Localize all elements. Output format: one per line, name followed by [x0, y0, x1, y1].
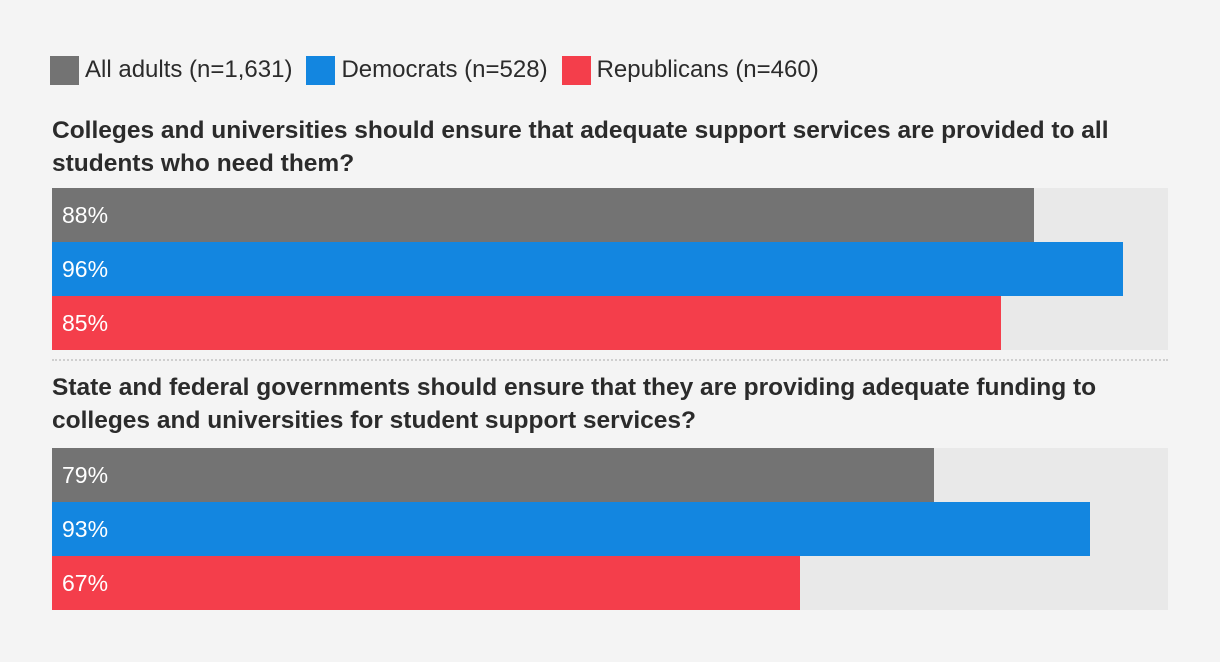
legend: All adults (n=1,631) Democrats (n=528) R…: [50, 55, 819, 85]
legend-label-all-adults: All adults (n=1,631): [85, 56, 293, 83]
bar-value-label: 85%: [62, 310, 109, 336]
legend-item-all-adults: All adults (n=1,631): [50, 55, 293, 85]
legend-swatch-republicans: [561, 55, 591, 85]
legend-label-republicans: Republicans (n=460): [596, 56, 819, 83]
bar-value-label: 96%: [62, 256, 109, 282]
bar-value-label: 93%: [62, 516, 109, 542]
bar-q2-republicans: 67%: [52, 556, 800, 610]
bar-value-label: 79%: [62, 462, 109, 488]
bar-value-label: 88%: [62, 202, 109, 228]
bar-q1-republicans: 85%: [52, 296, 1001, 350]
bar-track-2: 79% 93% 67%: [52, 448, 1168, 610]
legend-item-republicans: Republicans (n=460): [561, 55, 819, 85]
question-1: Colleges and universities should ensure …: [52, 117, 1109, 177]
legend-swatch-all-adults: [50, 55, 79, 85]
bar-track-1: 88% 96% 85%: [52, 188, 1168, 350]
bar-q1-all-adults: 88%: [52, 188, 1034, 242]
bar-q1-democrats: 96%: [52, 242, 1123, 296]
bar-q2-democrats: 93%: [52, 502, 1090, 556]
question-2: State and federal governments should ens…: [52, 374, 1097, 434]
bar-value-label: 67%: [62, 570, 109, 596]
legend-item-democrats: Democrats (n=528): [306, 55, 548, 85]
legend-swatch-democrats: [306, 55, 336, 85]
bar-q2-all-adults: 79%: [52, 448, 934, 502]
group-divider: [52, 359, 1168, 361]
legend-label-democrats: Democrats (n=528): [341, 56, 548, 83]
